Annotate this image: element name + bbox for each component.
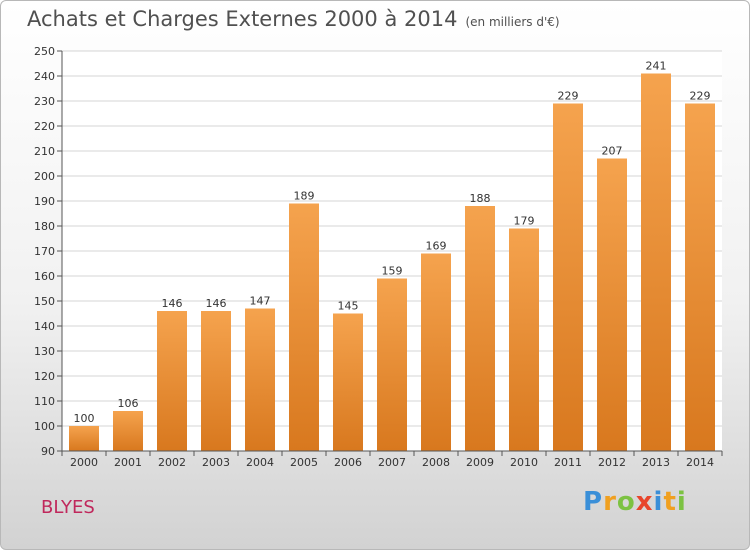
y-tick-label: 150 — [34, 295, 55, 308]
data-label-2005: 189 — [294, 190, 315, 203]
data-label-2013: 241 — [646, 60, 667, 73]
bar-2003 — [201, 311, 231, 451]
data-label-2007: 159 — [382, 265, 403, 278]
logo-letter: i — [653, 487, 664, 517]
bar-2014 — [685, 103, 715, 451]
chart-title-block: Achats et Charges Externes 2000 à 2014 (e… — [27, 7, 560, 31]
chart-title: Achats et Charges Externes 2000 à 2014 — [27, 7, 458, 31]
bar-2011 — [553, 103, 583, 451]
y-tick-label: 160 — [34, 270, 55, 283]
logo-letter: P — [583, 487, 604, 517]
y-tick-label: 90 — [41, 445, 55, 458]
y-tick-label: 240 — [34, 70, 55, 83]
data-label-2011: 229 — [558, 90, 579, 103]
x-tick-label-2012: 2012 — [598, 456, 626, 469]
y-tick-label: 120 — [34, 370, 55, 383]
y-tick-label: 200 — [34, 170, 55, 183]
bar-2006 — [333, 313, 363, 451]
x-axis: 2000 2001 2002 2003 2004 2005 2006 2007 2008 2009… — [61, 450, 723, 469]
bar-2009 — [465, 206, 495, 451]
y-tick-label: 190 — [34, 195, 55, 208]
x-tick-label-2000: 2000 — [70, 456, 98, 469]
chart-subtitle: (en milliers d'€) — [465, 15, 560, 29]
x-tick-label-2005: 2005 — [290, 456, 318, 469]
logo-letter: x — [635, 487, 654, 517]
town-name: BLYES — [41, 497, 95, 518]
bar-2012 — [597, 158, 627, 451]
x-tick-label-2004: 2004 — [246, 456, 274, 469]
bar-2008 — [421, 253, 451, 451]
logo-letter: t — [663, 487, 677, 517]
data-label-2003: 146 — [206, 297, 227, 310]
bars: 100 106 146 146 147 189 145 159 169 188 179 229 207 2… — [69, 60, 715, 451]
bar-2010 — [509, 228, 539, 451]
x-tick-label-2008: 2008 — [422, 456, 450, 469]
x-tick-label-2003: 2003 — [202, 456, 230, 469]
data-label-2012: 207 — [602, 145, 623, 158]
x-tick-label-2007: 2007 — [378, 456, 406, 469]
bar-2004 — [245, 308, 275, 451]
y-tick-label: 110 — [34, 395, 55, 408]
y-tick-label: 100 — [34, 420, 55, 433]
x-tick-label-2006: 2006 — [334, 456, 362, 469]
y-tick-label: 210 — [34, 145, 55, 158]
y-tick-label: 130 — [34, 345, 55, 358]
x-tick-label-2011: 2011 — [554, 456, 582, 469]
bar-2007 — [377, 278, 407, 451]
data-label-2010: 179 — [514, 215, 535, 228]
y-tick-label: 220 — [34, 120, 55, 133]
data-label-2008: 169 — [426, 240, 447, 253]
x-tick-label-2010: 2010 — [510, 456, 538, 469]
bar-2013 — [641, 73, 671, 451]
y-axis: 90 100 110 120 130 140 150 160 170 180 190 200 210 22… — [34, 45, 63, 458]
y-tick-label: 180 — [34, 220, 55, 233]
bar-2000 — [69, 426, 99, 451]
proxiti-logo: Proxiti — [583, 487, 687, 517]
x-tick-label-2001: 2001 — [114, 456, 142, 469]
logo-letter: i — [676, 487, 687, 517]
data-label-2014: 229 — [690, 90, 711, 103]
bar-2002 — [157, 311, 187, 451]
data-label-2004: 147 — [250, 295, 271, 308]
y-tick-label: 230 — [34, 95, 55, 108]
data-label-2009: 188 — [470, 192, 491, 205]
y-tick-label: 140 — [34, 320, 55, 333]
data-label-2006: 145 — [338, 300, 359, 313]
logo-letter: o — [616, 487, 636, 517]
data-label-2001: 106 — [118, 397, 139, 410]
x-tick-label-2013: 2013 — [642, 456, 670, 469]
x-tick-label-2009: 2009 — [466, 456, 494, 469]
y-tick-label: 250 — [34, 45, 55, 58]
x-tick-label-2014: 2014 — [686, 456, 714, 469]
bar-2005 — [289, 203, 319, 451]
bar-2001 — [113, 411, 143, 451]
x-tick-label-2002: 2002 — [158, 456, 186, 469]
data-label-2000: 100 — [74, 412, 95, 425]
y-tick-label: 170 — [34, 245, 55, 258]
data-label-2002: 146 — [162, 297, 183, 310]
logo-letter: r — [603, 487, 617, 517]
